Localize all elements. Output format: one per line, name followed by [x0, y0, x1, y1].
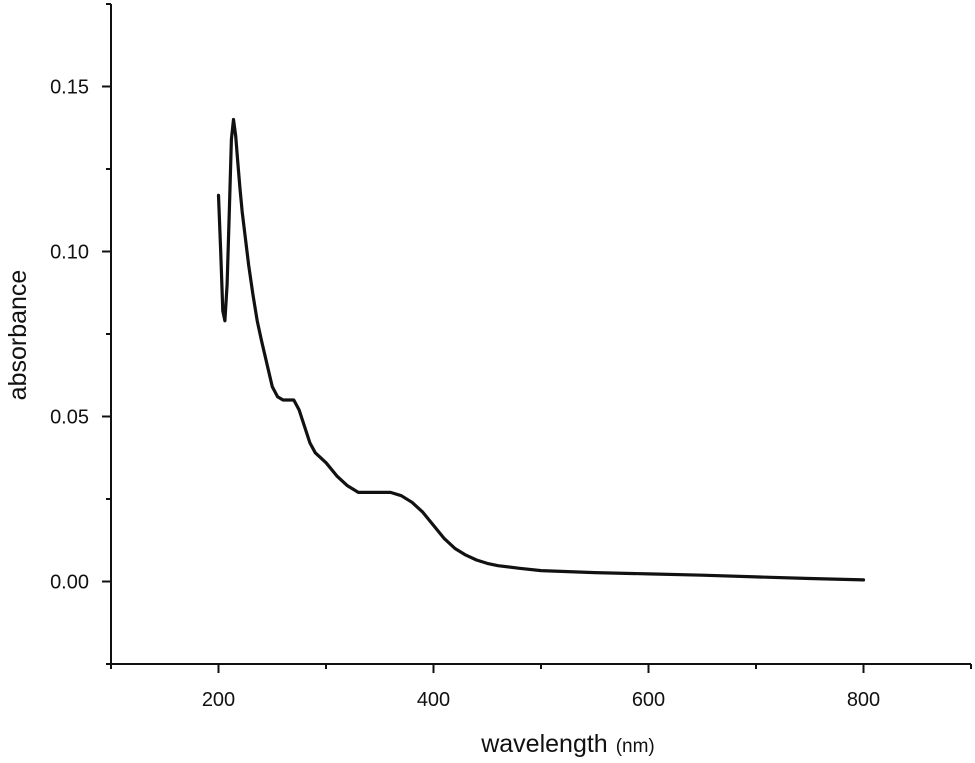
y-tick-label: 0.05	[50, 407, 89, 429]
x-axis-title: wavelength	[480, 730, 607, 758]
y-tick-label: 0.00	[50, 572, 89, 594]
x-tick-label: 600	[632, 689, 665, 711]
x-axis-title-group: wavelength (nm)	[480, 730, 655, 758]
y-tick-label: 0.15	[50, 77, 89, 99]
x-tick-label: 200	[202, 689, 235, 711]
x-axis-unit: (nm)	[616, 736, 655, 757]
y-tick-label: 0.10	[50, 242, 89, 264]
x-tick-label: 800	[847, 689, 880, 711]
absorbance-curve	[216, 117, 866, 582]
axes: 200 400 600 800 0.00 0.05 0.10 0.15	[50, 3, 972, 711]
x-tick-label: 400	[417, 689, 450, 711]
y-axis-title: absorbance	[4, 270, 32, 401]
